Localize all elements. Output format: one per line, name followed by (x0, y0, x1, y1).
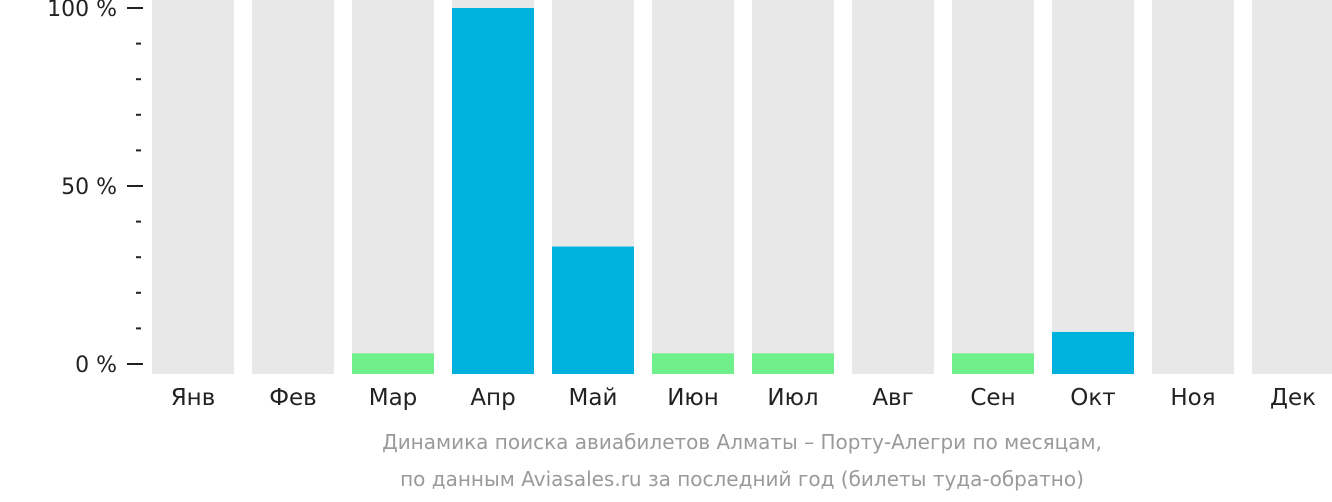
y-tick-label: 50 % (61, 175, 117, 200)
bar-3 (352, 353, 434, 374)
y-axis: 0 % 50 % 100 % (47, 0, 143, 378)
chart-caption-line-2: по данным Aviasales.ru за последний год … (400, 467, 1084, 491)
bar-background (1252, 0, 1332, 374)
x-tick-label: Янв (171, 385, 216, 411)
x-tick-label: Сен (970, 385, 1015, 411)
bar-7 (752, 353, 834, 374)
bar-background (852, 0, 934, 374)
x-tick-label: Дек (1270, 385, 1316, 411)
x-tick-label: Май (569, 385, 618, 411)
x-tick-label: Окт (1070, 385, 1115, 411)
bar-background (352, 0, 434, 374)
x-tick-label: Фев (269, 385, 317, 411)
x-axis-labels: Янв Фев Мар Апр Май Июн Июл Авг Сен Окт Ноя Дек (171, 385, 1316, 411)
x-tick-label: Апр (470, 385, 515, 411)
bar-4 (452, 8, 534, 374)
bar-9 (952, 353, 1034, 374)
y-tick-label: 100 % (47, 0, 117, 22)
y-tick-label: 0 % (75, 353, 117, 378)
bars (152, 0, 1332, 374)
bar-background (652, 0, 734, 374)
x-tick-label: Июн (667, 385, 719, 411)
bar-background (252, 0, 334, 374)
bar-background (1052, 0, 1134, 374)
x-tick-label: Июл (767, 385, 818, 411)
bar-5 (552, 246, 634, 374)
bar-6 (652, 353, 734, 374)
bar-background (752, 0, 834, 374)
bar-background (152, 0, 234, 374)
bar-background (952, 0, 1034, 374)
bar-10 (1052, 331, 1134, 374)
bar-background (1152, 0, 1234, 374)
x-tick-label: Авг (872, 385, 913, 411)
chart-caption-line-1: Динамика поиска авиабилетов Алматы – Пор… (382, 430, 1102, 454)
x-tick-label: Мар (369, 385, 418, 411)
x-tick-label: Ноя (1170, 385, 1215, 411)
bar-chart: 0 % 50 % 100 % Янв Фев Мар Апр Май Июн Июл Авг Сен… (47, 0, 1332, 411)
